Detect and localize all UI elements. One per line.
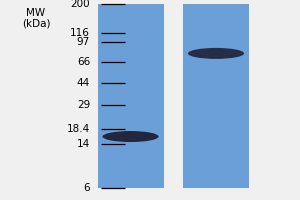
Text: MW
(kDa): MW (kDa) (22, 8, 50, 29)
Text: 200: 200 (70, 0, 90, 9)
Text: 18.4: 18.4 (67, 124, 90, 134)
Ellipse shape (103, 131, 159, 142)
Text: 29: 29 (77, 100, 90, 110)
Text: 66: 66 (77, 57, 90, 67)
Text: 116: 116 (70, 28, 90, 38)
Bar (98, 4, 164, 188)
Text: 44: 44 (77, 78, 90, 88)
Text: 14: 14 (77, 139, 90, 149)
Ellipse shape (188, 48, 244, 59)
Bar (183, 4, 249, 188)
Text: 97: 97 (77, 37, 90, 47)
Text: 6: 6 (83, 183, 90, 193)
